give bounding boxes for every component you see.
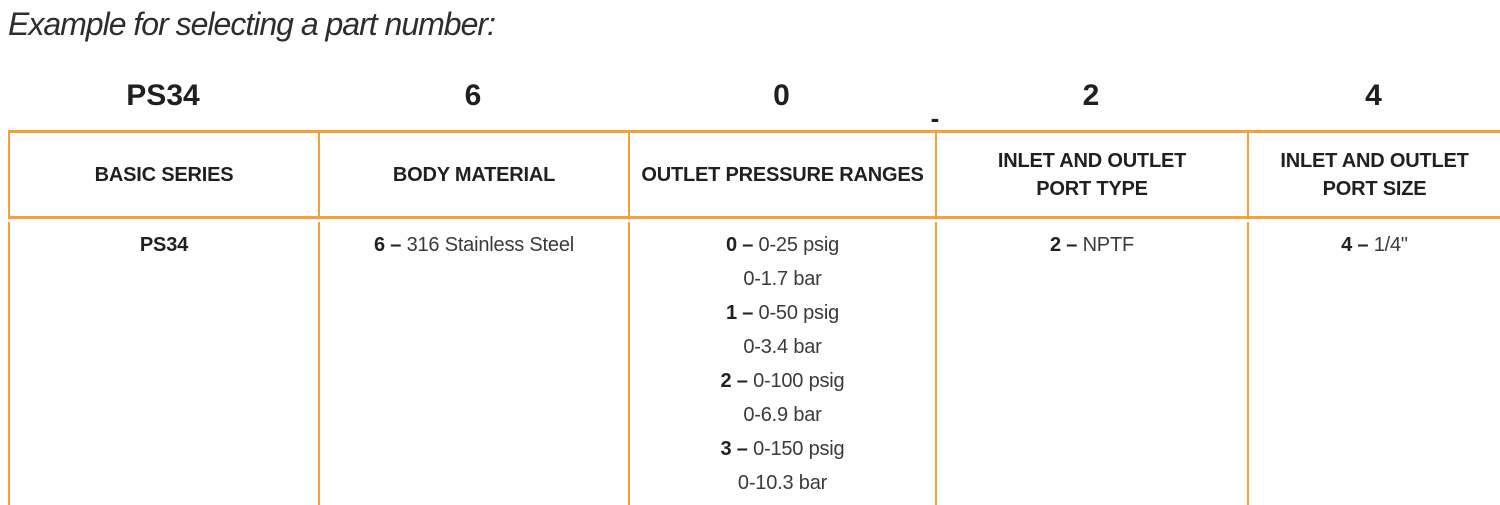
part-number-segment-body-material: 6 — [464, 79, 482, 112]
pressure-range-line: 0-1.7 bar — [743, 268, 822, 290]
cell-port-type: 2 – NPTF — [935, 222, 1247, 505]
pressure-range-line: 0-10.3 bar — [737, 472, 828, 494]
table-header-row: BASIC SERIES BODY MATERIAL OUTLET PRESSU… — [8, 133, 1500, 219]
part-number-segment-port-size: 4 — [1365, 79, 1382, 112]
part-number-segment-basic-series: PS34 — [126, 79, 200, 112]
header-inlet-outlet-port-size: INLET AND OUTLET PORT SIZE — [1247, 133, 1500, 216]
part-number-segment-port-type: 2 — [1082, 79, 1100, 112]
pressure-range-line: 0-3.4 bar — [743, 336, 822, 358]
header-body-material: BODY MATERIAL — [318, 133, 628, 216]
table-data-row: PS34 6 – 316 Stainless Steel 0 – 0-25 ps… — [8, 222, 1500, 505]
part-number-separator: - — [930, 103, 940, 133]
value-port-type: 2 – NPTF — [1050, 234, 1134, 256]
table-top-border — [8, 130, 1500, 133]
part-number-row: PS34 6 0 2 4 — [8, 80, 1500, 116]
cell-port-size: 4 – 1/4" — [1247, 222, 1500, 505]
value-body-material: 6 – 316 Stainless Steel — [374, 234, 574, 256]
cell-body-material: 6 – 316 Stainless Steel — [318, 222, 628, 505]
value-port-size: 4 – 1/4" — [1341, 234, 1408, 256]
pressure-range-line: 3 – 0-150 psig — [720, 438, 845, 460]
pressure-range-line: 0-6.9 bar — [743, 404, 822, 426]
pressure-range-line: 1 – 0-50 psig — [725, 302, 840, 324]
header-inlet-outlet-port-type: INLET AND OUTLET PORT TYPE — [935, 133, 1247, 216]
part-number-segment-pressure-range: 0 — [773, 79, 790, 112]
header-outlet-pressure-ranges: OUTLET PRESSURE RANGES — [628, 133, 935, 216]
cell-outlet-pressure-ranges: 0 – 0-25 psig 0-1.7 bar 1 – 0-50 psig 0-… — [628, 222, 935, 505]
page-title: Example for selecting a part number: — [8, 6, 496, 42]
pressure-range-line: 2 – 0-100 psig — [720, 370, 845, 392]
cell-basic-series: PS34 — [8, 222, 318, 505]
value-basic-series: PS34 — [139, 234, 189, 256]
pressure-range-line: 0 – 0-25 psig — [725, 234, 840, 256]
header-basic-series: BASIC SERIES — [8, 133, 318, 216]
